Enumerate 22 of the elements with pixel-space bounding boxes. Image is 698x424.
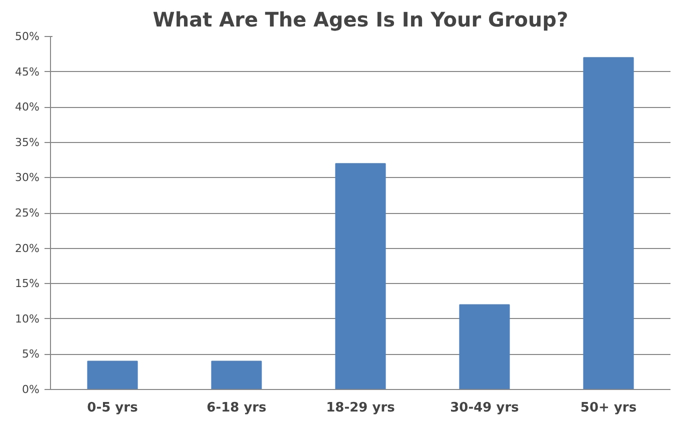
x-tick-label: 0-5 yrs [87, 400, 138, 416]
x-tick-label: 30-49 yrs [450, 400, 520, 416]
y-tick-label: 0% [22, 383, 40, 396]
y-tick-label: 10% [15, 312, 40, 326]
x-tick-label: 18-29 yrs [326, 400, 396, 416]
chart-title: What Are The Ages Is In Your Group? [152, 8, 568, 32]
x-tick-label: 6-18 yrs [206, 400, 267, 416]
y-tick-label: 35% [15, 136, 40, 149]
y-tick-label: 15% [15, 277, 40, 290]
y-tick-label: 45% [15, 65, 40, 78]
y-tick-label: 5% [22, 348, 40, 361]
y-tick-label: 40% [15, 100, 40, 114]
y-tick-label: 50% [15, 30, 40, 43]
x-tick-label: 50+ yrs [580, 400, 637, 416]
y-tick-label: 25% [15, 206, 40, 220]
bar [459, 304, 510, 390]
bar [335, 163, 386, 390]
y-tick-label: 20% [15, 242, 40, 255]
bar [87, 360, 138, 390]
y-tick-label: 30% [15, 171, 40, 184]
bar [211, 360, 262, 390]
bar [583, 57, 634, 390]
